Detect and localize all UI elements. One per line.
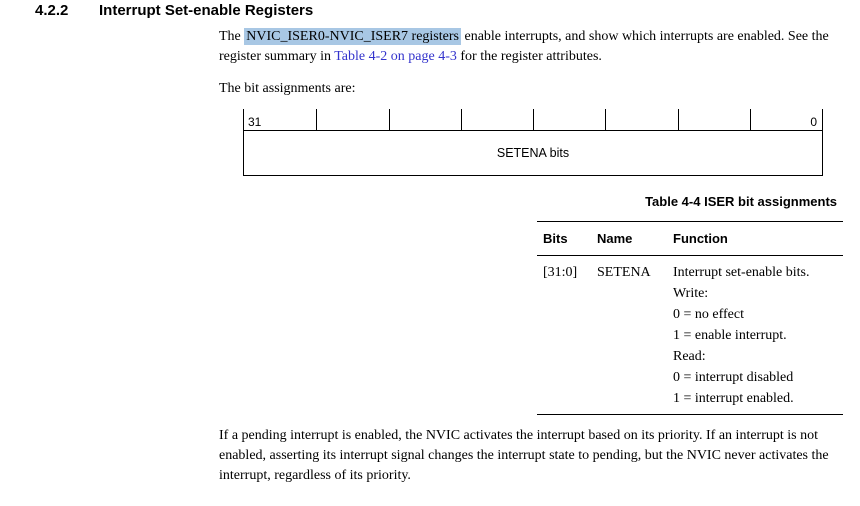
high-bit-label: 31 [248, 115, 262, 129]
function-line: 0 = interrupt disabled [673, 370, 794, 385]
intro-text-mid: enable interrupts, and show which interr… [219, 29, 829, 64]
closing-paragraph: If a pending interrupt is enabled, the N… [219, 428, 829, 483]
intro-paragraph: The NVIC_ISER0-NVIC_ISER7 registers enab… [219, 27, 839, 67]
bit-tick [749, 109, 751, 130]
table-header-row: Bits Name Function [537, 222, 843, 256]
iser-bit-assignments-table: Bits Name Function [31:0] SETENA Interru… [537, 221, 843, 415]
bit-tick [605, 109, 607, 130]
bit-tick [533, 109, 534, 130]
function-line: Read: [673, 349, 706, 364]
setena-field-box: SETENA bits [243, 130, 823, 176]
intro-text-pre: The [219, 29, 245, 44]
table-row: [31:0] SETENA Interrupt set-enable bits.… [537, 256, 843, 415]
cell-bits: [31:0] [543, 265, 578, 280]
section-title: Interrupt Set-enable Registers [99, 2, 314, 19]
field-label: SETENA bits [496, 146, 570, 160]
bit-tick [460, 109, 462, 130]
table-4-2-link[interactable]: Table 4-2 on page 4-3 [334, 49, 457, 64]
cell-function: Interrupt set-enable bits. Write: 0 = no e… [673, 262, 843, 409]
function-line: 1 = enable interrupt. [673, 328, 787, 343]
bit-tick [316, 109, 318, 130]
intro-text-post: for the register attributes. [456, 49, 602, 64]
bit-assignments-label: The bit assignments are: [219, 81, 356, 96]
section-number: 4.2.2 [35, 2, 69, 19]
selected-text-highlight: NVIC_ISER0-NVIC_ISER7 registers [244, 28, 461, 45]
bit-tick-row: 31 0 [243, 109, 823, 130]
table-caption: Table 4-4 ISER bit assignments [645, 194, 837, 209]
function-line: Interrupt set-enable bits. [673, 265, 810, 280]
register-bit-diagram: 31 0 SETENA bits [243, 109, 823, 176]
function-line: 1 = interrupt enabled. [673, 391, 794, 406]
column-header-function: Function [673, 231, 728, 246]
function-line: 0 = no effect [673, 307, 744, 322]
bit-tick [677, 109, 679, 130]
column-header-name: Name [597, 231, 633, 246]
function-line: Write: [673, 286, 709, 301]
cell-name: SETENA [597, 265, 651, 280]
column-header-bits: Bits [543, 231, 568, 246]
low-bit-label: 0 [810, 115, 817, 129]
bit-tick [388, 109, 390, 130]
